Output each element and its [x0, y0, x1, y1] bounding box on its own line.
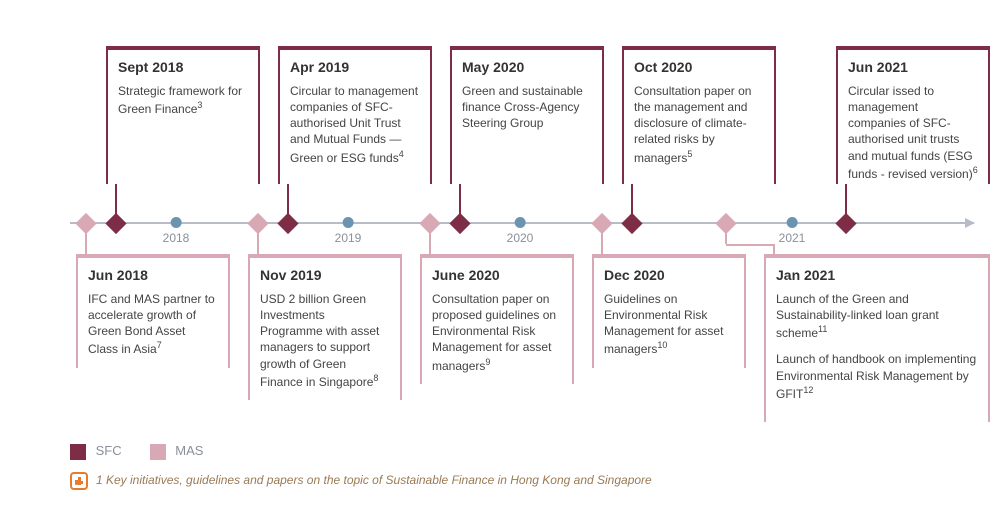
year-label: 2021 — [779, 230, 806, 246]
event-stem — [429, 228, 431, 254]
legend-mas-label: MAS — [175, 443, 203, 458]
event-stem — [85, 228, 87, 254]
event-card: Oct 2020 Consultation paper on the manage… — [622, 46, 776, 184]
event-body: IFC and MAS partner to accelerate growth… — [88, 291, 218, 358]
event-body: Circular to management companies of SFC-… — [290, 83, 420, 166]
figure-caption: 1 Key initiatives, guidelines and papers… — [70, 472, 984, 490]
year-dot — [514, 217, 525, 228]
legend: SFC MAS — [70, 442, 984, 460]
event-card: May 2020 Green and sustainable finance Cr… — [450, 46, 604, 184]
event-stem — [115, 184, 117, 218]
event-body: Strategic framework for Green Finance3 — [118, 83, 248, 117]
year-label: 2019 — [335, 230, 362, 246]
event-date: Jun 2021 — [848, 58, 978, 77]
year-marker: 2019 — [335, 217, 362, 246]
year-dot — [786, 217, 797, 228]
event-date: Apr 2019 — [290, 58, 420, 77]
legend-sfc-label: SFC — [96, 443, 122, 458]
year-label: 2020 — [507, 230, 534, 246]
event-stem-horizontal — [726, 244, 774, 246]
event-stem — [287, 184, 289, 218]
legend-mas: MAS — [150, 442, 204, 460]
event-card: Jun 2021 Circular issed to management com… — [836, 46, 990, 184]
event-body: Consultation paper on proposed guideline… — [432, 291, 562, 374]
timeline: 2018 2019 2020 2021 Sept 2018 Strategic frame… — [16, 24, 984, 424]
event-body: Consultation paper on the management and… — [634, 83, 764, 166]
legend-mas-swatch — [150, 444, 166, 460]
year-marker: 2020 — [507, 217, 534, 246]
event-stem — [601, 228, 603, 254]
figure-caption-text: 1 Key initiatives, guidelines and papers… — [96, 472, 652, 488]
event-stem — [631, 184, 633, 218]
event-body: Launch of the Green and Sustainability-l… — [776, 291, 978, 402]
year-marker: 2018 — [163, 217, 190, 246]
event-card: Sept 2018 Strategic framework for Green F… — [106, 46, 260, 184]
year-label: 2018 — [163, 230, 190, 246]
year-marker: 2021 — [779, 217, 806, 246]
event-body: Circular issed to management companies o… — [848, 83, 978, 182]
event-stem — [845, 184, 847, 218]
event-body: USD 2 billion Green Investments Programm… — [260, 291, 390, 390]
event-date: Jun 2018 — [88, 266, 218, 285]
event-date: June 2020 — [432, 266, 562, 285]
bar-chart-icon — [70, 472, 88, 490]
legend-sfc: SFC — [70, 442, 122, 460]
year-dot — [342, 217, 353, 228]
event-date: Oct 2020 — [634, 58, 764, 77]
event-card: Jan 2021 Launch of the Green and Sustaina… — [764, 254, 990, 422]
legend-sfc-swatch — [70, 444, 86, 460]
event-card: June 2020 Consultation paper on proposed … — [420, 254, 574, 384]
event-date: May 2020 — [462, 58, 592, 77]
event-card: Dec 2020 Guidelines on Environmental Risk… — [592, 254, 746, 368]
event-stem — [257, 228, 259, 254]
event-body: Green and sustainable finance Cross-Agen… — [462, 83, 592, 132]
event-card: Jun 2018 IFC and MAS partner to accelerat… — [76, 254, 230, 368]
event-stem — [773, 244, 775, 254]
event-stem — [725, 228, 727, 244]
event-card: Apr 2019 Circular to management companies… — [278, 46, 432, 184]
event-card: Nov 2019 USD 2 billion Green Investments … — [248, 254, 402, 400]
event-date: Nov 2019 — [260, 266, 390, 285]
event-date: Jan 2021 — [776, 266, 978, 285]
event-date: Dec 2020 — [604, 266, 734, 285]
year-dot — [170, 217, 181, 228]
event-stem — [459, 184, 461, 218]
event-date: Sept 2018 — [118, 58, 248, 77]
event-body: Guidelines on Environmental Risk Managem… — [604, 291, 734, 358]
